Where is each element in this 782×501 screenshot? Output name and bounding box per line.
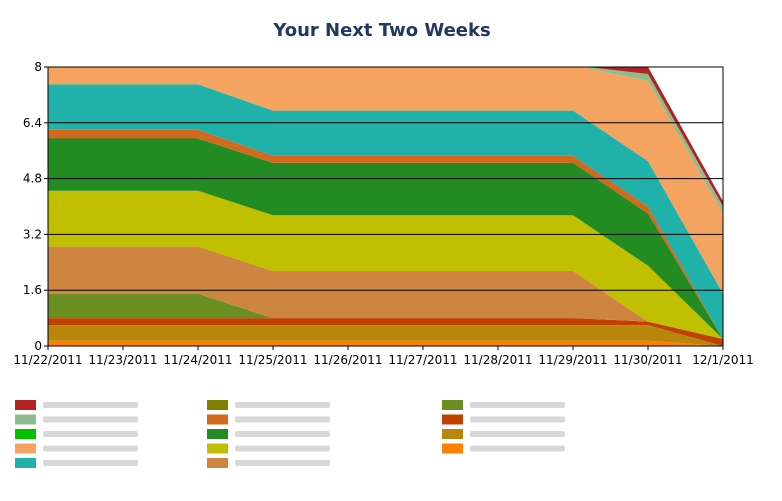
- legend-swatch: [207, 429, 228, 439]
- area-series-10: [48, 84, 723, 340]
- legend-swatch: [15, 414, 36, 425]
- legend-swatch: [15, 429, 36, 439]
- x-tick-label: 12/1/2011: [692, 353, 754, 367]
- legend-label-redacted: [235, 416, 330, 423]
- legend-label-redacted: [235, 460, 330, 466]
- legend-label-redacted: [43, 416, 138, 423]
- legend-swatch: [15, 400, 36, 410]
- legend-swatch: [207, 458, 228, 468]
- legend-swatch: [15, 458, 36, 468]
- legend-label-redacted: [235, 445, 330, 452]
- x-tick-label: 11/27/2011: [388, 353, 457, 367]
- area-series-3: [48, 318, 723, 346]
- legend-swatch: [15, 443, 36, 454]
- x-tick-label: 11/26/2011: [313, 353, 382, 367]
- legend-label-redacted: [43, 460, 138, 466]
- y-tick-label: 1.6: [23, 283, 42, 297]
- x-tick-label: 11/30/2011: [613, 353, 682, 367]
- area-series-1: [48, 340, 723, 346]
- legend-label-redacted: [235, 402, 330, 408]
- legend-label-redacted: [43, 431, 138, 437]
- y-tick-label: 6.4: [23, 116, 42, 130]
- legend-swatch: [207, 414, 228, 425]
- legend-swatch: [442, 414, 463, 425]
- y-tick-label: 3.2: [23, 227, 42, 241]
- legend-swatch: [442, 443, 463, 454]
- legend-swatch: [442, 429, 463, 439]
- area-series-6: [48, 190, 723, 339]
- legend-swatch: [207, 443, 228, 454]
- axes: 0 1.6 3.2 4.8 6.4 8 11/22/2011 11/23/2011 11/24/…: [13, 60, 753, 367]
- y-tick-label: 0: [34, 339, 42, 353]
- area-series-4: [48, 293, 723, 339]
- legend-label-redacted: [470, 416, 565, 423]
- legend-label-redacted: [235, 431, 330, 437]
- legend-label-redacted: [43, 402, 138, 408]
- legend-label-redacted: [470, 431, 565, 437]
- y-tick-label: 4.8: [23, 172, 42, 186]
- legend-label-redacted: [470, 402, 565, 408]
- area-series-5: [48, 246, 723, 339]
- x-tick-label: 11/28/2011: [463, 353, 532, 367]
- x-tick-label: 11/22/2011: [13, 353, 82, 367]
- chart-title: Your Next Two Weeks: [272, 20, 490, 41]
- x-tick-label: 11/23/2011: [88, 353, 157, 367]
- y-tick-label: 8: [34, 60, 42, 74]
- legend: [15, 400, 565, 468]
- x-tick-label: 11/29/2011: [538, 353, 607, 367]
- legend-swatch: [207, 400, 228, 410]
- legend-label-redacted: [470, 445, 565, 452]
- legend-swatch: [442, 400, 463, 410]
- legend-label-redacted: [43, 445, 138, 452]
- plot-area: [48, 67, 723, 346]
- x-tick-label: 11/25/2011: [238, 353, 307, 367]
- area-series-7: [48, 138, 723, 339]
- area-series-14: [48, 67, 723, 207]
- area-series-2: [48, 325, 723, 346]
- x-tick-label: 11/24/2011: [163, 353, 232, 367]
- plot-frame: [47, 66, 724, 347]
